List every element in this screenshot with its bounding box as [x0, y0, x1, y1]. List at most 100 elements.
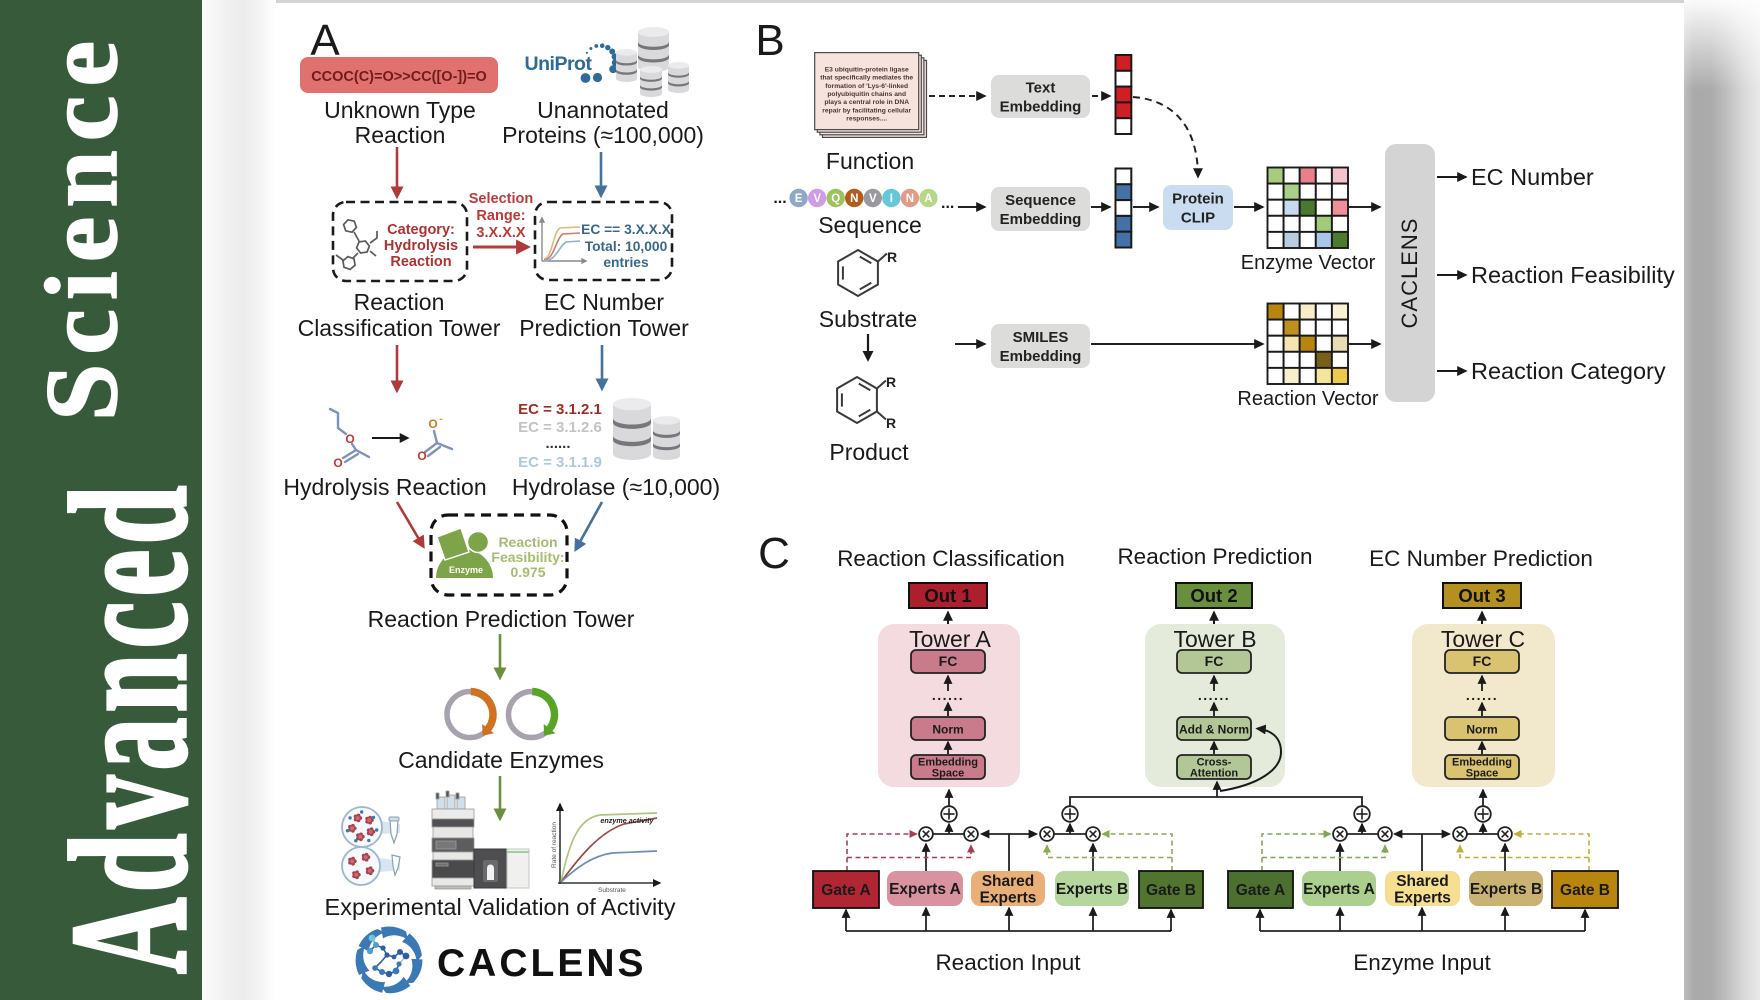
svg-text:Substrate: Substrate: [819, 306, 917, 332]
svg-text:......: ......: [1198, 687, 1230, 703]
svg-text:responses....: responses....: [846, 115, 887, 122]
svg-text:O: O: [428, 417, 437, 431]
svg-text:Embedding: Embedding: [1452, 757, 1512, 769]
svg-text:polyubiquitin chains and: polyubiquitin chains and: [827, 91, 906, 98]
svg-text:Shared: Shared: [1396, 873, 1449, 890]
svg-text:Advanced: Advanced: [37, 481, 222, 974]
svg-text:V: V: [813, 193, 821, 205]
svg-text:......: ......: [545, 435, 570, 452]
svg-text:V: V: [869, 193, 877, 205]
svg-text:Gate A: Gate A: [821, 882, 870, 899]
svg-text:I: I: [890, 193, 893, 205]
svg-text:Embedding: Embedding: [1000, 211, 1082, 228]
svg-text:Gate B: Gate B: [1146, 882, 1196, 899]
svg-text:Hydrolysis: Hydrolysis: [384, 238, 458, 254]
svg-text:Out 3: Out 3: [1458, 585, 1505, 606]
svg-text:Experts B: Experts B: [1056, 881, 1128, 898]
svg-text:Enzyme Vector: Enzyme Vector: [1241, 252, 1376, 274]
svg-text:Norm: Norm: [932, 723, 963, 737]
svg-text:Reaction Vector: Reaction Vector: [1237, 388, 1379, 410]
svg-text:EC = 3.1.1.9: EC = 3.1.1.9: [518, 454, 602, 471]
svg-text:Embedding: Embedding: [1000, 348, 1082, 365]
svg-text:Rate of reaction: Rate of reaction: [551, 822, 558, 868]
svg-text:enzyme activity: enzyme activity: [600, 816, 654, 825]
svg-text:A: A: [310, 16, 340, 65]
svg-text:Experts B: Experts B: [1470, 881, 1542, 898]
svg-text:CLIP: CLIP: [1181, 210, 1215, 227]
svg-text:Unknown Type: Unknown Type: [324, 97, 476, 123]
svg-text:Range:: Range:: [476, 208, 525, 224]
svg-text:Substrate: Substrate: [598, 887, 626, 894]
svg-text:Reaction Input: Reaction Input: [935, 950, 1081, 975]
svg-text:plays a central role in DNA: plays a central role in DNA: [824, 99, 909, 106]
svg-text:E: E: [795, 193, 803, 205]
svg-text:Protein: Protein: [1172, 191, 1224, 208]
svg-text:Selection: Selection: [469, 191, 533, 207]
svg-text:Tower B: Tower B: [1173, 626, 1256, 652]
svg-text:Enzyme Input: Enzyme Input: [1353, 950, 1491, 975]
svg-text:Category:: Category:: [387, 222, 455, 238]
svg-text:Gate B: Gate B: [1560, 882, 1610, 899]
svg-text:EC = 3.1.2.6: EC = 3.1.2.6: [518, 419, 602, 436]
svg-text:SMILES: SMILES: [1013, 329, 1069, 346]
svg-text:EC Number: EC Number: [1471, 164, 1594, 190]
svg-text:O: O: [345, 432, 354, 446]
svg-text:Reaction: Reaction: [354, 289, 445, 315]
svg-text:CACLENS: CACLENS: [437, 942, 647, 985]
svg-text:FC: FC: [1473, 653, 1492, 669]
svg-text:Classification Tower: Classification Tower: [298, 315, 501, 341]
svg-text:Tower A: Tower A: [909, 626, 991, 652]
svg-text:Candidate Enzymes: Candidate Enzymes: [398, 747, 604, 773]
svg-text:Tower C: Tower C: [1441, 626, 1525, 652]
svg-text:...: ...: [773, 190, 786, 207]
svg-text:EC == 3.X.X.X: EC == 3.X.X.X: [581, 222, 672, 237]
svg-text:Reaction Classification: Reaction Classification: [837, 546, 1065, 571]
svg-text:Prediction Tower: Prediction Tower: [519, 315, 689, 341]
svg-text:Add & Norm: Add & Norm: [1179, 723, 1249, 737]
svg-text:Embedding: Embedding: [1000, 99, 1082, 116]
svg-text:Shared: Shared: [982, 873, 1035, 890]
svg-text:......: ......: [932, 687, 964, 703]
svg-text:O: O: [417, 449, 426, 463]
svg-text:Text: Text: [1026, 80, 1056, 97]
svg-text:Hydrolysis Reaction: Hydrolysis Reaction: [283, 474, 486, 500]
svg-text:Out 2: Out 2: [1190, 585, 1237, 606]
svg-text:N: N: [850, 193, 858, 205]
svg-text:-: -: [439, 413, 443, 425]
svg-text:Experts A: Experts A: [889, 881, 961, 898]
svg-text:Reaction: Reaction: [498, 534, 557, 550]
svg-text:Gate A: Gate A: [1236, 882, 1285, 899]
svg-text:Feasibility:: Feasibility:: [491, 549, 564, 565]
svg-text:Experts A: Experts A: [1303, 881, 1375, 898]
svg-text:Cross-: Cross-: [1197, 757, 1232, 769]
svg-text:EC Number: EC Number: [544, 289, 664, 315]
svg-text:FC: FC: [939, 653, 958, 669]
svg-text:Sequence: Sequence: [818, 212, 922, 238]
svg-text:R: R: [886, 374, 896, 390]
svg-text:Science: Science: [25, 32, 139, 421]
svg-text:that specifically mediates the: that specifically mediates the: [820, 75, 913, 82]
svg-text:Reaction Prediction Tower: Reaction Prediction Tower: [368, 606, 635, 632]
svg-text:CCOC(C)=O>>CC([O-])=O: CCOC(C)=O>>CC([O-])=O: [311, 69, 487, 85]
svg-text:Total: 10,000: Total: 10,000: [585, 239, 668, 254]
svg-text:Q: Q: [831, 193, 840, 205]
svg-text:Embedding: Embedding: [918, 757, 978, 769]
svg-text:R: R: [886, 415, 896, 431]
svg-text:R: R: [887, 249, 897, 265]
svg-text:Reaction: Reaction: [355, 122, 446, 148]
svg-text:A: A: [924, 193, 932, 205]
svg-text:Product: Product: [829, 439, 909, 465]
svg-text:C: C: [758, 529, 790, 578]
svg-text:repair by facilitating cellula: repair by facilitating cellular: [822, 107, 911, 114]
svg-text:Space: Space: [1466, 768, 1498, 780]
svg-text:Attention: Attention: [1190, 768, 1239, 780]
svg-text:Experts: Experts: [980, 890, 1037, 907]
svg-text:Reaction Category: Reaction Category: [1471, 358, 1666, 384]
svg-text:CACLENS: CACLENS: [1397, 218, 1422, 329]
svg-text:Reaction Prediction: Reaction Prediction: [1117, 544, 1312, 569]
svg-text:formation of 'Lys-6'-linked: formation of 'Lys-6'-linked: [825, 83, 908, 90]
svg-text:Reaction: Reaction: [390, 254, 451, 270]
svg-text:EC = 3.1.2.1: EC = 3.1.2.1: [518, 401, 602, 418]
svg-text:entries: entries: [603, 255, 649, 270]
svg-text:Unannotated: Unannotated: [537, 97, 669, 123]
